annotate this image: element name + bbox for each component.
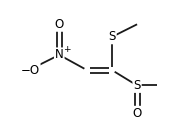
Text: O: O (55, 18, 64, 31)
Text: S: S (108, 30, 116, 43)
Text: −O: −O (20, 64, 40, 77)
Text: +: + (63, 45, 71, 54)
Text: O: O (133, 107, 142, 120)
Text: N: N (55, 48, 64, 61)
Text: S: S (133, 79, 141, 92)
